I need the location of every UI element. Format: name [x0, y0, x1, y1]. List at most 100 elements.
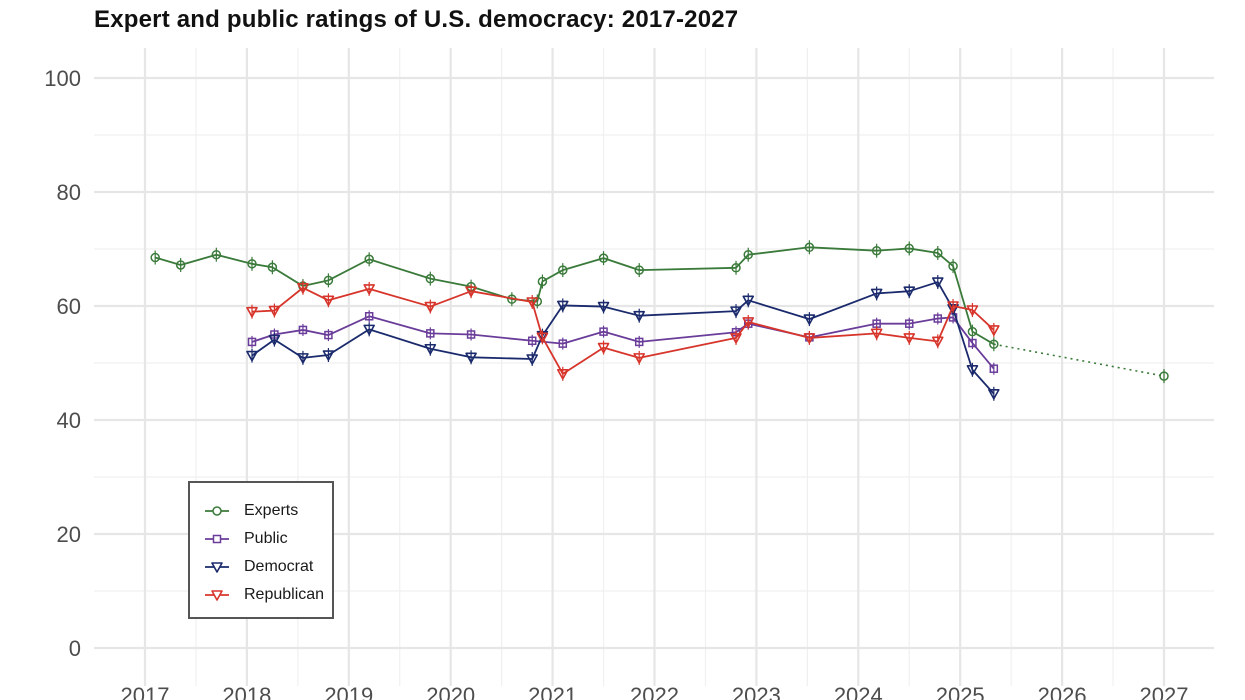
series-republican-point [556, 369, 569, 380]
series-experts-point [804, 242, 815, 253]
series-public-point [298, 325, 308, 335]
series-republican-point [803, 333, 816, 344]
series-republican-point [597, 342, 610, 354]
series-experts-point [933, 248, 943, 258]
legend-label: Experts [244, 502, 299, 519]
series-democrat-point [246, 350, 258, 362]
x-tick-label: 2023 [732, 683, 781, 700]
series-experts-point [871, 245, 882, 256]
x-tick-label: 2017 [121, 683, 170, 700]
series-experts-point [364, 254, 374, 265]
series-experts-point [558, 265, 568, 275]
legend-label: Democrat [244, 558, 314, 575]
series-experts-point [247, 259, 257, 269]
series-democrat-point [730, 306, 742, 317]
legend-item-public: Public [204, 529, 288, 549]
x-tick-label: 2025 [936, 683, 985, 700]
series-democrat-point [363, 324, 375, 336]
series-republican-point [465, 286, 477, 297]
x-tick-label: 2022 [630, 683, 679, 700]
series-democrat-point [966, 365, 979, 376]
legend-key-marker [212, 506, 222, 516]
legend-label: Republican [244, 586, 325, 603]
x-tick-label: 2027 [1140, 683, 1189, 700]
series-experts-point [948, 261, 958, 271]
series-experts-point [175, 260, 186, 270]
legend-item-experts: Experts [204, 501, 298, 521]
series-republican-point [903, 333, 916, 344]
chart-title: Expert and public ratings of U.S. democr… [94, 6, 739, 33]
series-democrat-point [597, 301, 610, 313]
series-experts-point [323, 275, 334, 286]
series-republican-point [526, 297, 539, 308]
series-democrat-point [322, 350, 335, 361]
legend-label: Public [244, 530, 288, 547]
series-experts-line [154, 246, 995, 345]
series-experts-point [598, 253, 609, 263]
series-republican-point [742, 317, 755, 328]
x-tick-label: 2024 [834, 683, 883, 700]
series-republican-point [424, 301, 437, 313]
series-democrat-point [268, 334, 281, 346]
series-republican-point [931, 336, 944, 348]
series-democrat-point [424, 343, 437, 355]
series-public-point [426, 329, 435, 338]
legend: Experts Public Democrat Republican [188, 481, 334, 619]
series-public-point [364, 312, 374, 321]
series-public-point [989, 364, 999, 373]
legend-key-public [205, 534, 229, 544]
series-republican-point [966, 305, 979, 316]
series-public-point [527, 336, 537, 346]
series-public [247, 310, 999, 375]
series-republican-point [268, 305, 281, 317]
series-republican-point [988, 325, 1000, 336]
series-experts-point [537, 276, 548, 287]
x-axis: 2017 2018 2019 2020 2021 2022 2023 2024 2025 2026… [121, 683, 1189, 700]
series-layer [150, 240, 1169, 401]
legend-key-experts [205, 506, 229, 516]
legend-item-democrat: Democrat [204, 557, 313, 577]
series-public-line [251, 315, 995, 370]
y-tick-label: 20 [57, 522, 81, 547]
series-public-point [324, 330, 333, 340]
y-tick-label: 60 [57, 294, 81, 319]
series-republican [246, 280, 1000, 381]
series-public-point [933, 314, 943, 323]
x-tick-label: 2020 [426, 683, 475, 700]
series-republican-point [947, 301, 959, 312]
series-experts-point [634, 265, 644, 275]
series-experts-point [967, 326, 978, 337]
legend-key-marker [211, 562, 223, 573]
series-public-point [599, 327, 608, 336]
series-republican-point [730, 333, 742, 344]
series-democrat-point [988, 388, 1000, 400]
series-public-point [634, 337, 644, 347]
series-public-point [968, 338, 977, 348]
y-axis: 0 20 40 60 80 100 [44, 66, 81, 661]
series-democrat-point [931, 277, 944, 288]
series-public-point [558, 339, 568, 348]
series-democrat-point [903, 286, 916, 297]
y-tick-label: 100 [44, 66, 81, 91]
series-experts-point [425, 273, 436, 284]
y-tick-label: 40 [57, 408, 81, 433]
series-democrat-point [803, 314, 816, 325]
series-public-point [247, 337, 257, 347]
x-tick-label: 2021 [528, 683, 577, 700]
series-public-point [466, 330, 476, 339]
legend-key-republican [205, 590, 229, 601]
series-experts-projection-line [993, 343, 1165, 377]
series-experts-point [211, 249, 222, 260]
series-experts-point [989, 339, 999, 349]
series-public-point [905, 319, 914, 328]
series-democrat-point [556, 300, 569, 312]
legend-key-marker [212, 534, 222, 544]
series-democrat-point [297, 353, 309, 364]
x-tick-label: 2026 [1038, 683, 1087, 700]
x-tick-label: 2019 [324, 683, 373, 700]
y-tick-label: 0 [69, 636, 81, 661]
series-republican-point [246, 306, 258, 318]
y-tick-label: 80 [57, 180, 81, 205]
series-republican-point [322, 295, 335, 307]
